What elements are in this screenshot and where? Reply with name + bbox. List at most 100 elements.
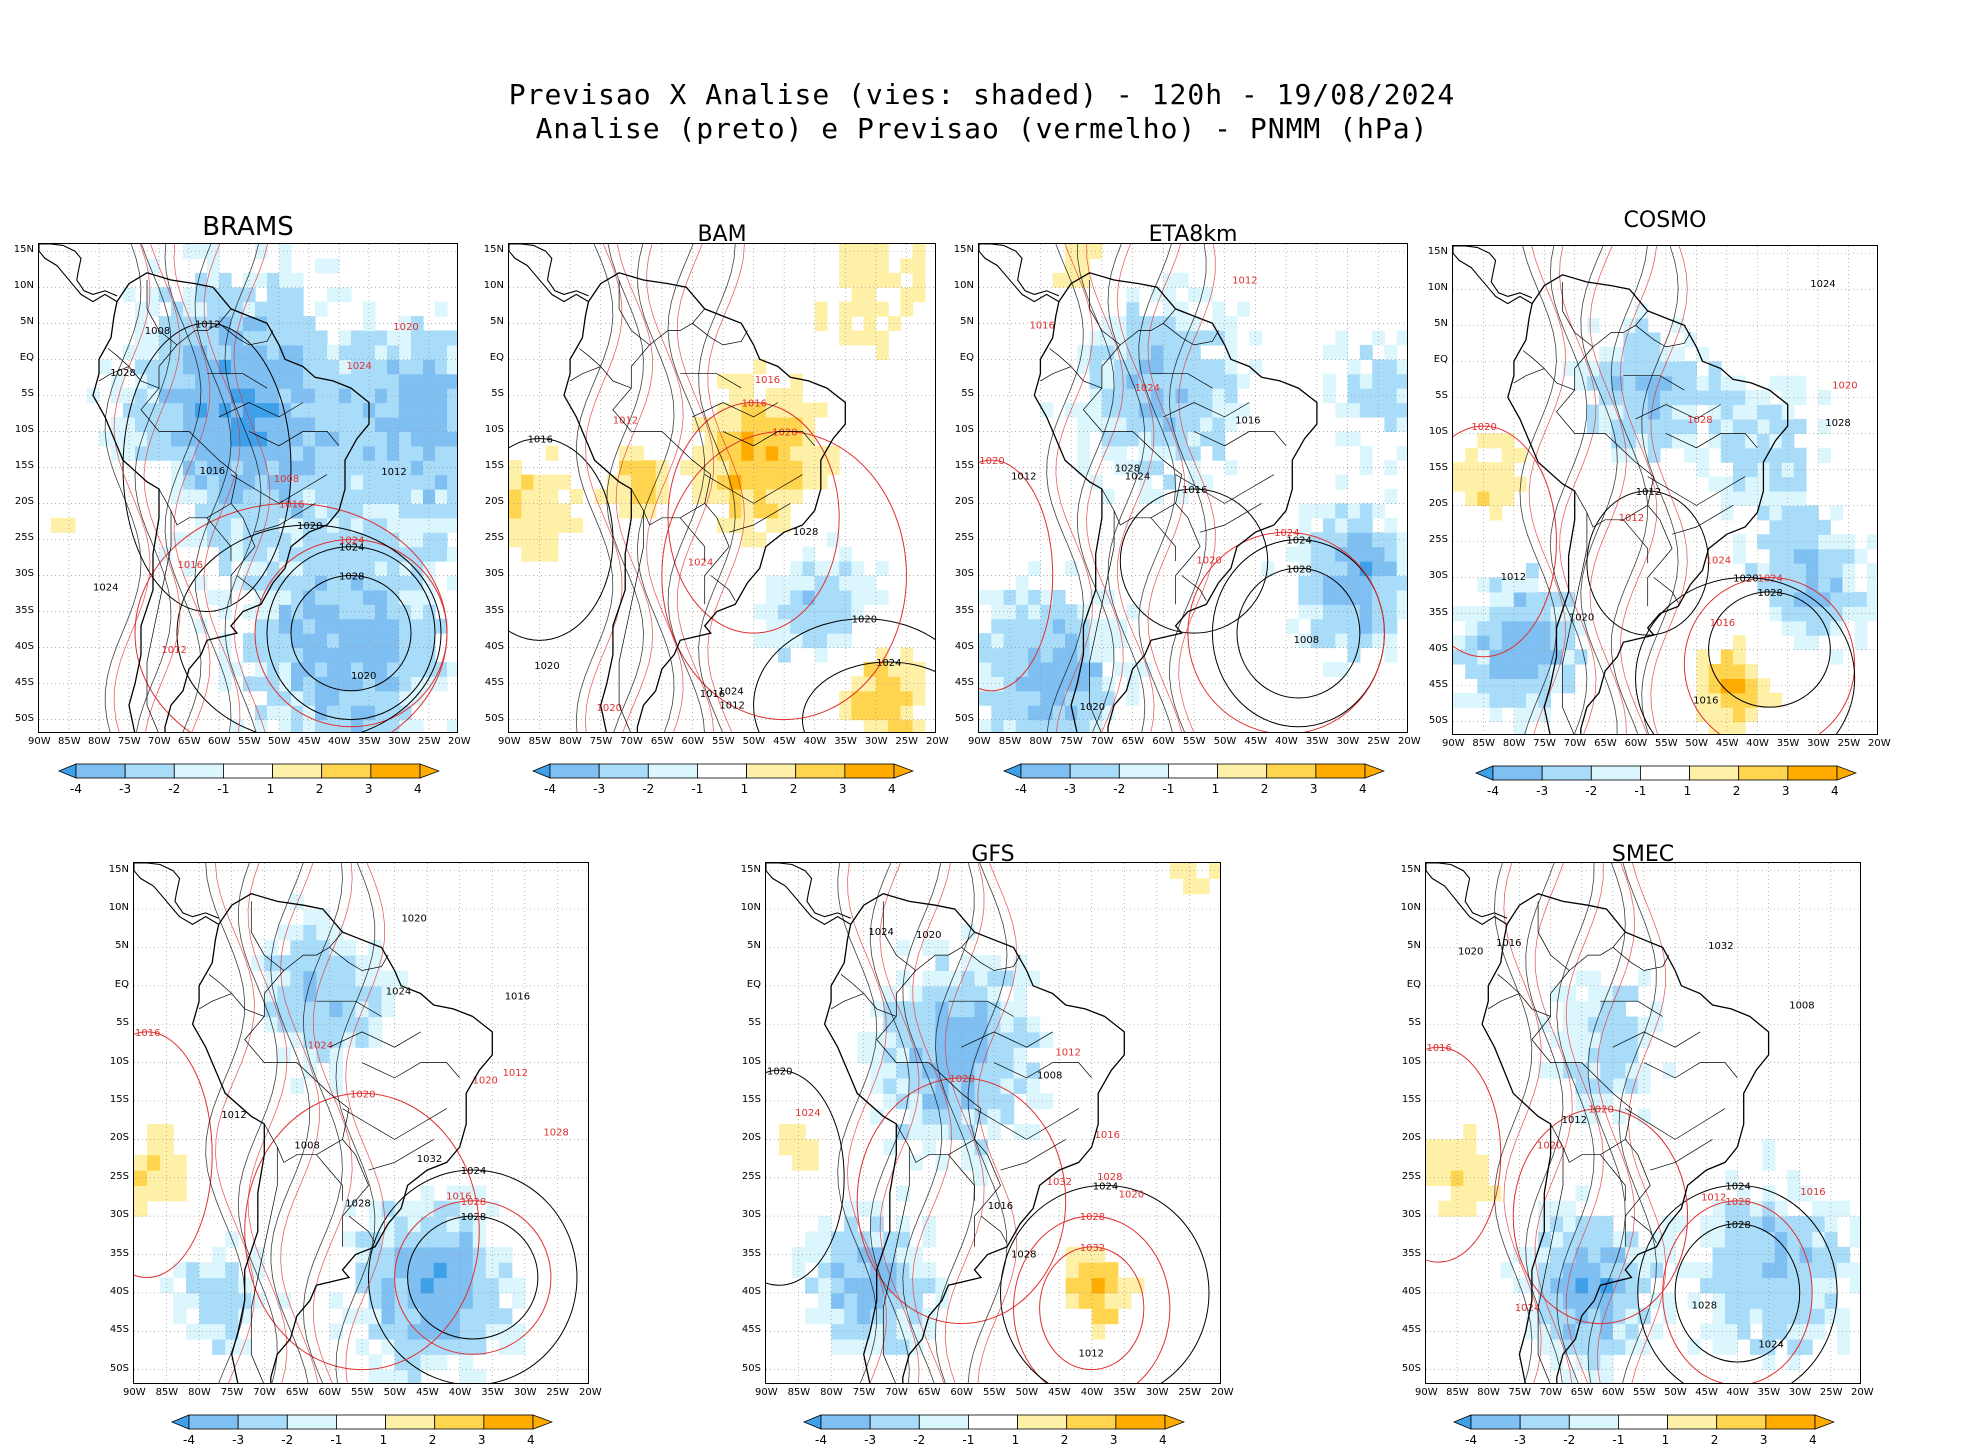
bias-cell: [1854, 548, 1868, 564]
bias-cell: [447, 517, 457, 533]
bias-cell: [327, 503, 340, 519]
colorbar-segment: [1716, 1414, 1767, 1430]
bias-cell: [1757, 433, 1771, 449]
country-border: [1000, 1139, 1066, 1171]
bias-cell: [818, 1262, 832, 1279]
lat-tick-label: 45S: [741, 1324, 761, 1336]
bias-cell: [1138, 416, 1152, 432]
bias-cell: [1562, 591, 1576, 607]
bias-cell: [896, 1308, 910, 1325]
country-border: [1522, 350, 1545, 369]
forecast-isobar-label: 1024: [795, 1108, 820, 1119]
bias-cell: [1101, 489, 1115, 505]
map-panel-gfs: 1032 1028 1024 1020 1020 1008 1012 1016 1020 1024…: [765, 862, 1221, 1384]
bias-cell: [1732, 721, 1746, 734]
bias-cell: [1635, 303, 1649, 319]
bias-cell: [839, 258, 852, 274]
bias-cell: [339, 330, 352, 346]
bias-cell: [303, 970, 317, 987]
bias-cell: [327, 287, 340, 303]
bias-cell: [199, 1323, 213, 1340]
colorbar-label: -4: [544, 782, 556, 796]
bias-cell: [1224, 373, 1238, 389]
bias-cell: [1793, 577, 1807, 593]
lat-tick-label: 10N: [740, 902, 761, 914]
bias-cell: [863, 705, 877, 721]
bias-cell: [381, 1323, 396, 1340]
bias-cell: [1065, 647, 1078, 663]
bias-cell: [1384, 546, 1398, 562]
bias-cell: [875, 690, 889, 706]
bias-cell: [1749, 1277, 1763, 1294]
bias-cell: [303, 618, 316, 634]
bias-cell: [802, 474, 816, 490]
bias-cell: [1138, 359, 1152, 375]
colorbar-label: -3: [1536, 784, 1548, 798]
bias-cell: [1732, 635, 1746, 651]
bias-cell: [435, 301, 448, 317]
bias-cell: [315, 690, 328, 706]
bias-cell: [212, 1292, 226, 1309]
forecast-contour: [646, 244, 684, 732]
colorbar-label: 1: [267, 782, 275, 796]
lon-tick-label: 25W: [546, 1387, 570, 1398]
bias-cell: [1187, 474, 1201, 490]
bias-cell: [1781, 519, 1795, 535]
colorbar-label: 2: [429, 1433, 437, 1447]
bias-cell: [818, 1277, 832, 1294]
bias-cell: [1126, 301, 1140, 317]
bias-cell: [844, 1200, 858, 1217]
bias-cell: [875, 344, 889, 360]
forecast-contour: [1039, 1246, 1145, 1371]
bias-cell: [909, 1062, 923, 1079]
bias-cell: [411, 503, 424, 519]
country-border: [840, 974, 864, 994]
bias-cell: [231, 460, 244, 476]
bias-cell: [231, 388, 244, 404]
colorbar-label: 2: [1733, 784, 1741, 798]
bias-cell: [987, 1062, 1002, 1079]
forecast-contour-label: 1032: [1080, 1243, 1105, 1254]
bias-cell: [1298, 517, 1312, 533]
bias-cell: [1732, 375, 1746, 391]
lon-tick-label: 75W: [220, 1387, 244, 1398]
bias-cell: [1805, 577, 1819, 593]
bias-cell: [935, 1124, 949, 1140]
bias-cell: [1065, 1262, 1080, 1279]
bias-cell: [896, 1323, 910, 1340]
bias-cell: [1712, 1216, 1726, 1233]
bias-cell: [1774, 1292, 1788, 1309]
bias-cell: [1359, 618, 1373, 634]
coastline: [1507, 274, 1789, 734]
analysis-isobar-label: 1028: [345, 1199, 370, 1210]
bias-cell: [1359, 445, 1373, 461]
bias-cell: [290, 1077, 304, 1094]
bias-cell: [839, 575, 852, 591]
bias-cell: [805, 1277, 819, 1294]
bias-cell: [99, 431, 112, 447]
bias-cell: [1600, 1047, 1614, 1064]
bias-cell: [1028, 561, 1042, 577]
bias-cell: [171, 532, 184, 548]
bias-cell: [1757, 692, 1771, 708]
bias-cell: [171, 474, 184, 490]
bias-cell: [290, 970, 304, 987]
lon-tick-label: 30W: [1807, 738, 1830, 749]
bias-cell: [922, 970, 936, 987]
lon-tick-label: 50W: [1664, 1387, 1687, 1398]
bias-cell: [1647, 447, 1661, 463]
forecast-isobar-label: 1012: [1232, 275, 1257, 286]
bias-cell: [277, 1047, 291, 1064]
bias-cell: [231, 359, 244, 375]
lon-tick-label: 40W: [1726, 1387, 1750, 1398]
bias-cell: [1114, 316, 1128, 332]
bias-cell: [351, 719, 364, 732]
bias-cell: [1501, 649, 1515, 665]
bias-cell: [1575, 1185, 1589, 1202]
bias-cell: [1708, 721, 1722, 734]
bias-cell: [1781, 534, 1795, 550]
bias-cell: [790, 604, 804, 620]
bias-cell: [375, 705, 388, 721]
bias-cell: [1550, 1062, 1564, 1079]
bias-cell: [363, 604, 376, 620]
